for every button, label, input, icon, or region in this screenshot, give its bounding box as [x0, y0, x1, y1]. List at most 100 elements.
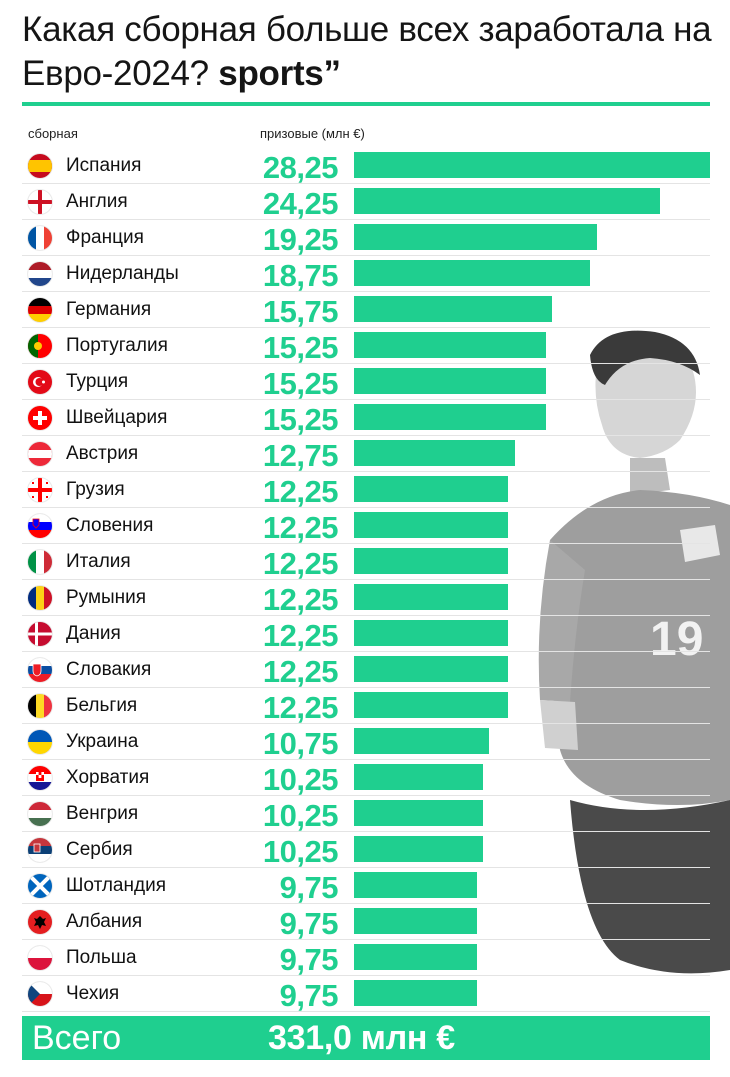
prize-bar — [354, 260, 590, 286]
table-row: Польша 9,75 — [0, 940, 730, 977]
country-label: Италия — [66, 551, 131, 572]
spain-flag-icon — [28, 154, 52, 178]
table-row: Португалия 15,25 — [0, 328, 730, 365]
country-label: Чехия — [66, 983, 120, 1004]
table-row: Бельгия 12,25 — [0, 688, 730, 725]
row-divider — [22, 939, 710, 940]
country-label: Польша — [66, 947, 137, 968]
table-row: Венгрия 10,25 — [0, 796, 730, 833]
country-label: Испания — [66, 155, 142, 176]
row-divider — [22, 1011, 710, 1012]
country-label: Германия — [66, 299, 152, 320]
czechia-flag-icon — [28, 982, 52, 1006]
jersey-number: 19 — [650, 613, 703, 666]
table-row: Швейцария 15,25 — [0, 400, 730, 437]
prize-value: 12,25 — [262, 546, 339, 581]
row-divider — [22, 435, 710, 436]
prize-bar — [354, 980, 477, 1006]
page-title: Какая сборная больше всех заработала на … — [22, 8, 722, 96]
albania-flag-icon — [28, 910, 52, 934]
country-label: Албания — [66, 911, 143, 932]
row-divider — [22, 723, 710, 724]
country-label: Шотландия — [66, 875, 166, 896]
total-value: 331,0 млн € — [268, 1019, 455, 1057]
table-row: Испания 28,25 — [0, 148, 730, 185]
prize-value: 15,25 — [262, 366, 339, 401]
prize-bar — [354, 332, 546, 358]
serbia-flag-icon — [28, 838, 52, 862]
prize-bar — [354, 800, 483, 826]
total-bar: Всего 331,0 млн € — [22, 1016, 710, 1060]
poland-flag-icon — [28, 946, 52, 970]
prize-bar — [354, 548, 508, 574]
prize-bar — [354, 224, 597, 250]
slovenia-flag-icon — [28, 514, 52, 538]
prize-bar — [354, 152, 710, 178]
scotland-flag-icon — [28, 874, 52, 898]
table-row: Чехия 9,75 — [0, 976, 730, 1013]
table-row: Словакия 12,25 — [0, 652, 730, 689]
table-row: Дания 12,25 — [0, 616, 730, 653]
title-text: Какая сборная больше всех заработала на … — [22, 10, 712, 93]
prize-bar — [354, 908, 477, 934]
country-label: Бельгия — [66, 695, 138, 716]
ukraine-flag-icon — [28, 730, 52, 754]
prize-bar — [354, 656, 508, 682]
row-divider — [22, 183, 710, 184]
row-divider — [22, 651, 710, 652]
prize-value: 12,25 — [262, 654, 339, 689]
country-label: Португалия — [66, 335, 168, 356]
table-row: Шотландия 9,75 — [0, 868, 730, 905]
table-row: Сербия 10,25 — [0, 832, 730, 869]
georgia-flag-icon — [28, 478, 52, 502]
prize-bar — [354, 440, 515, 466]
row-divider — [22, 867, 710, 868]
country-label: Украина — [66, 731, 139, 752]
country-label: Англия — [66, 191, 128, 212]
prize-bar — [354, 404, 546, 430]
prize-value: 12,25 — [262, 618, 339, 653]
england-flag-icon — [28, 190, 52, 214]
row-divider — [22, 615, 710, 616]
prize-value: 15,25 — [262, 402, 339, 437]
table-row: Украина 10,75 — [0, 724, 730, 761]
france-flag-icon — [28, 226, 52, 250]
country-label: Хорватия — [66, 767, 150, 788]
row-divider — [22, 255, 710, 256]
prize-bar — [354, 296, 552, 322]
italy-flag-icon — [28, 550, 52, 574]
country-label: Словения — [66, 515, 154, 536]
prize-bar — [354, 728, 489, 754]
netherlands-flag-icon — [28, 262, 52, 286]
turkey-flag-icon — [28, 370, 52, 394]
table-row: Грузия 12,25 — [0, 472, 730, 509]
table-row: Германия 15,75 — [0, 292, 730, 329]
prize-value: 9,75 — [279, 906, 339, 941]
table-row: Англия 24,25 — [0, 184, 730, 221]
country-label: Сербия — [66, 839, 133, 860]
country-label: Румыния — [66, 587, 147, 608]
prize-value: 15,75 — [262, 294, 339, 329]
prize-value: 10,25 — [262, 798, 339, 833]
austria-flag-icon — [28, 442, 52, 466]
prize-value: 28,25 — [262, 150, 339, 185]
total-label: Всего — [32, 1019, 122, 1057]
country-label: Словакия — [66, 659, 152, 680]
prize-bar — [354, 872, 477, 898]
prize-bar — [354, 476, 508, 502]
prize-value: 15,25 — [262, 330, 339, 365]
player-photo: 19 — [538, 330, 730, 974]
prize-value: 12,25 — [262, 474, 339, 509]
prize-column-header: призовые (млн €) — [260, 126, 365, 141]
prize-value: 12,25 — [262, 510, 339, 545]
row-divider — [22, 543, 710, 544]
prize-bar — [354, 764, 483, 790]
country-label: Дания — [66, 623, 121, 644]
table-row: Хорватия 10,25 — [0, 760, 730, 797]
sports-logo: sports” — [218, 54, 341, 93]
table-row: Словения 12,25 — [0, 508, 730, 545]
row-divider — [22, 975, 710, 976]
row-divider — [22, 903, 710, 904]
row-divider — [22, 831, 710, 832]
title-divider — [22, 102, 710, 106]
